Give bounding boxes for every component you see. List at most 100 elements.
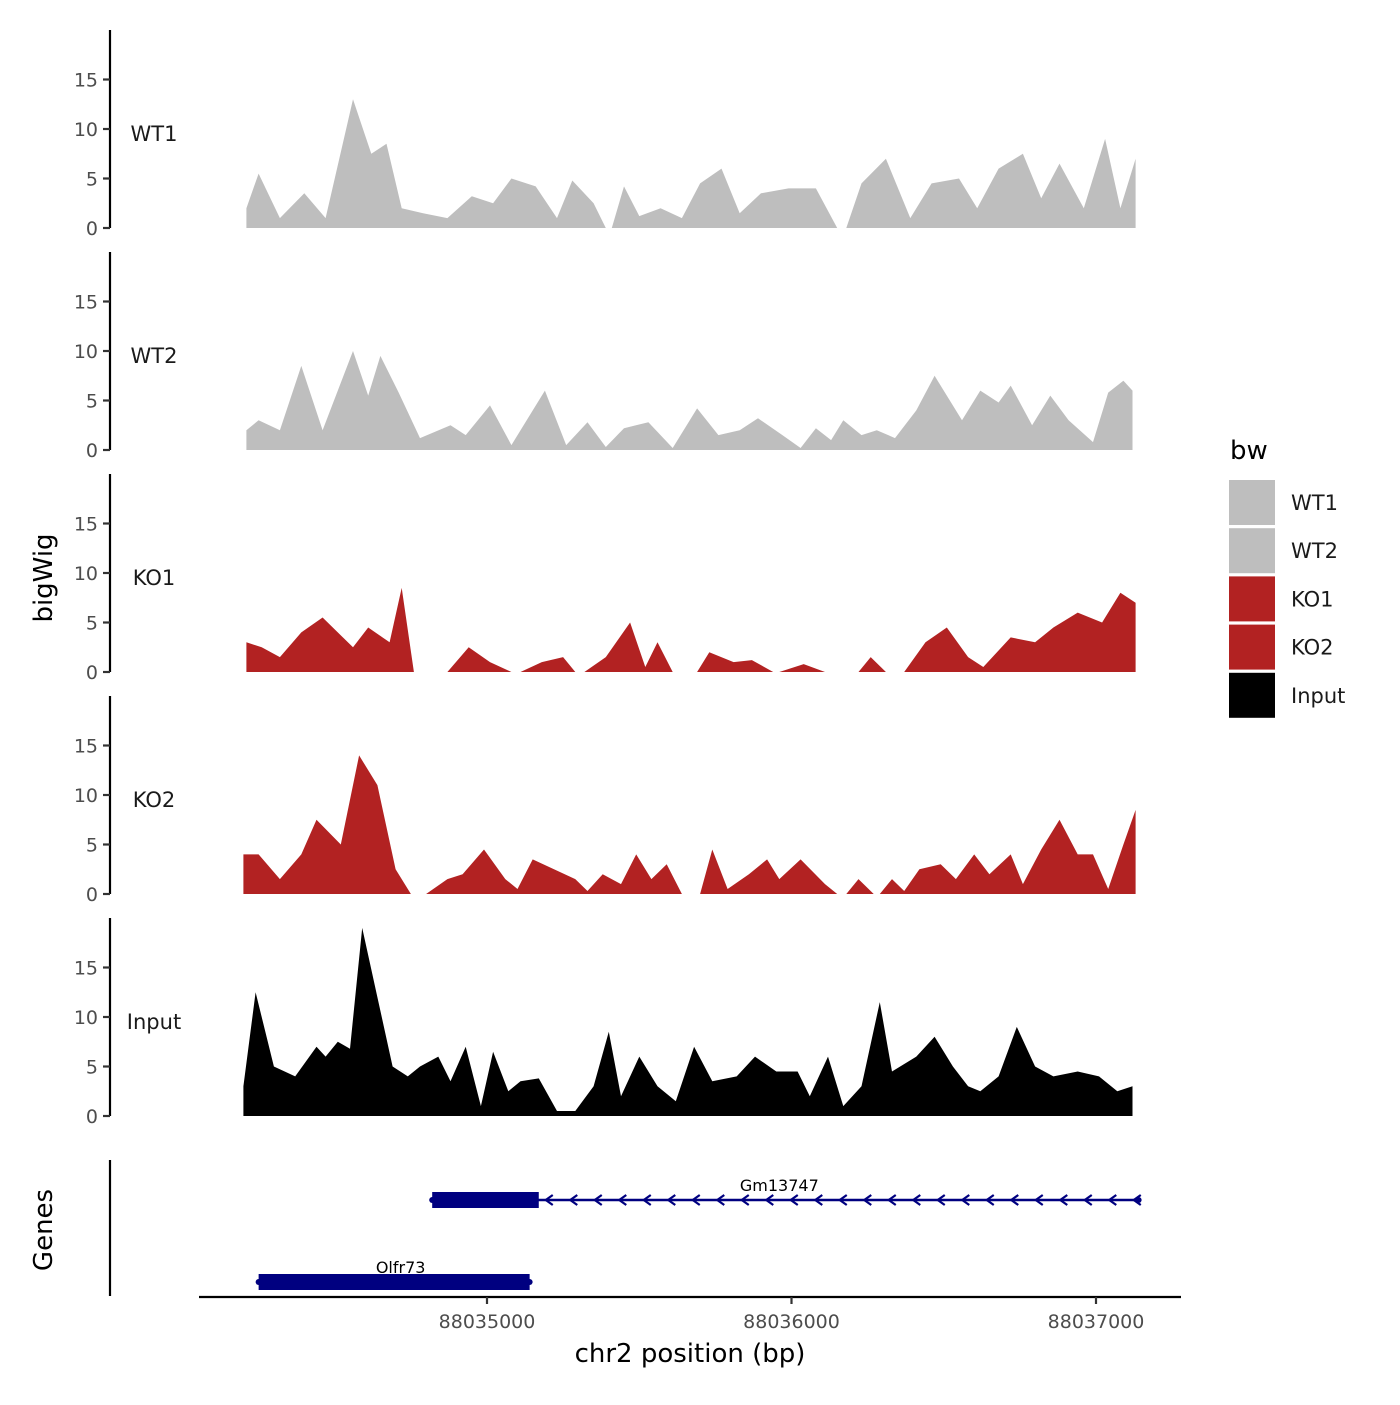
gene-exon-block: [258, 1274, 530, 1290]
y-tick-label: 5: [86, 613, 98, 635]
signal-area-ko2: [426, 849, 682, 894]
legend-label: KO1: [1291, 587, 1334, 611]
track-wt1: 0 5 10 15 WT1: [74, 30, 1136, 240]
track-label: Input: [127, 1010, 181, 1034]
x-tick-label: 88037000: [1048, 1311, 1145, 1333]
strand-arrow-icon: [739, 1194, 750, 1206]
legend: bw WT1 WT2 KO1 KO2 Input: [1229, 436, 1345, 718]
signal-area-ko1: [779, 664, 825, 672]
y-tick-label: 0: [86, 662, 98, 684]
signal-area-ko1: [858, 657, 886, 672]
legend-swatch: [1229, 624, 1275, 670]
y-tick-label: 15: [74, 958, 98, 980]
signal-area-ko2: [243, 755, 411, 894]
track-ko1: 0 5 10 15 KO1: [74, 474, 1136, 684]
legend-entry-wt2: WT2: [1229, 528, 1338, 574]
strand-arrow-icon: [886, 1194, 897, 1206]
y-tick-label: 5: [86, 169, 98, 191]
strand-arrow-icon: [543, 1194, 554, 1206]
x-axis: 88035000 88036000 88037000: [199, 1295, 1181, 1333]
y-tick-label: 10: [74, 119, 98, 141]
y-tick-label: 15: [74, 292, 98, 314]
y-tick-label: 10: [74, 563, 98, 585]
strand-arrow-icon: [1058, 1194, 1068, 1206]
y-tick-label: 10: [74, 341, 98, 363]
gene-olfr73: Olfr73: [255, 1258, 533, 1290]
track-label: KO1: [133, 566, 176, 590]
strand-arrow-icon: [764, 1194, 774, 1206]
signal-area-wt1: [246, 99, 606, 228]
gene-exon-block: [432, 1192, 539, 1208]
legend-title: bw: [1230, 436, 1268, 466]
y-tick-label: 0: [86, 440, 98, 462]
legend-entry-ko2: KO2: [1229, 624, 1334, 670]
gene-label: Olfr73: [376, 1258, 426, 1277]
track-label: WT1: [131, 122, 178, 146]
signal-area-ko1: [904, 592, 1136, 672]
strand-arrow-icon: [1033, 1194, 1044, 1206]
gene-start-dot: [429, 1197, 436, 1203]
track-label: KO2: [133, 788, 176, 812]
legend-label: WT2: [1291, 539, 1338, 563]
strand-arrow-icon: [1009, 1194, 1019, 1206]
strand-arrow-icon: [568, 1194, 578, 1206]
y-tick-label: 0: [86, 218, 98, 240]
legend-swatch: [1229, 528, 1275, 574]
y-tick-label: 10: [74, 1007, 98, 1029]
strand-arrow-icon: [837, 1194, 848, 1206]
legend-entry-input: Input: [1229, 672, 1345, 718]
track-label: WT2: [131, 344, 178, 368]
signal-area-wt2: [246, 351, 1133, 450]
gene-gm13747: Gm13747: [429, 1176, 1142, 1208]
strand-arrow-icon: [935, 1194, 946, 1206]
signal-area-ko1: [246, 587, 414, 672]
y-tick-label: 5: [86, 835, 98, 857]
strand-arrow-icon: [690, 1194, 701, 1206]
track-input: 0 5 10 15 Input: [74, 918, 1133, 1128]
legend-swatch: [1229, 672, 1275, 718]
strand-arrow-icon: [1082, 1194, 1093, 1206]
y-tick-label: 5: [86, 391, 98, 413]
signal-area-ko1: [447, 647, 512, 672]
y-tick-label: 0: [86, 884, 98, 906]
strand-arrow-icon: [1131, 1194, 1142, 1206]
x-tick-label: 88035000: [439, 1311, 536, 1333]
y-tick-label: 15: [74, 70, 98, 92]
strand-arrow-icon: [813, 1194, 823, 1206]
x-tick-label: 88036000: [743, 1311, 840, 1333]
legend-swatch: [1229, 480, 1275, 525]
strand-arrow-icon: [666, 1194, 676, 1206]
strand-arrow-icon: [911, 1194, 921, 1206]
tracks-layer: 0 5 10 15 WT1 0 5 10 15 WT2 0 5 10 15 KO1 0 5 10 15 KO2 0 5 10…: [74, 30, 1136, 1128]
strand-arrow-icon: [1107, 1194, 1117, 1206]
y-tick-label: 10: [74, 785, 98, 807]
strand-arrow-icon: [617, 1194, 627, 1206]
gene-label: Gm13747: [740, 1176, 819, 1195]
signal-area-wt1: [846, 138, 1136, 228]
signal-area-ko1: [697, 652, 774, 672]
legend-entry-wt1: WT1: [1229, 480, 1338, 525]
strand-arrow-icon: [862, 1194, 872, 1206]
y-tick-label: 15: [74, 736, 98, 758]
strand-arrow-icon: [641, 1194, 652, 1206]
gene-end-dot: [526, 1279, 533, 1285]
legend-swatch: [1229, 576, 1275, 622]
signal-area-ko2: [879, 809, 1136, 894]
track-wt2: 0 5 10 15 WT2: [74, 252, 1133, 462]
signal-area-input: [243, 927, 1133, 1116]
y-axis-title: bigWig: [29, 533, 59, 622]
y-tick-label: 0: [86, 1106, 98, 1128]
signal-area-wt1: [611, 168, 838, 228]
gene-end-dot: [1135, 1197, 1142, 1203]
legend-label: Input: [1291, 684, 1345, 708]
genes-axis-title: Genes: [29, 1189, 59, 1271]
legend-items: WT1 WT2 KO1 KO2 Input: [1229, 480, 1345, 718]
x-axis-title: chr2 position (bp): [575, 1339, 806, 1369]
y-tick-label: 5: [86, 1057, 98, 1079]
signal-area-ko1: [520, 657, 576, 672]
legend-label: KO2: [1291, 636, 1334, 660]
strand-arrow-icon: [984, 1194, 995, 1206]
strand-arrow-icon: [960, 1194, 970, 1206]
